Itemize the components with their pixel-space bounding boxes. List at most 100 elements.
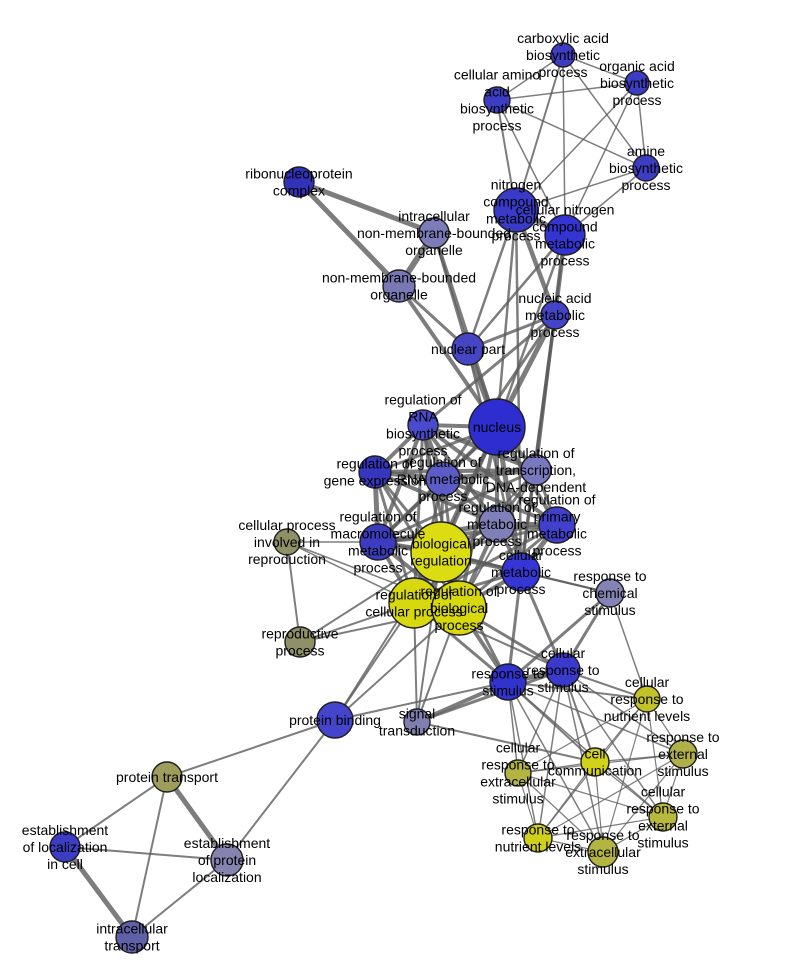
node-label-regulation-of-primary-metabolic-process: regulation of primary metabolic process bbox=[518, 492, 595, 559]
node-label-regulation-of-metabolic-process: regulation of metabolic process bbox=[458, 499, 535, 549]
edge-cellular-response-to-extracellular-stimulus--response-to-extracellular-stimulus bbox=[517, 772, 604, 853]
node-response-to-stimulus[interactable] bbox=[489, 663, 527, 701]
edge-nitrogen-compound-metabolic-process--nuclear-part bbox=[466, 208, 518, 351]
edge-cellular-response-to-stimulus--cellular-response-to-extracellular-stimulus bbox=[517, 669, 564, 774]
edge-nucleic-acid-metabolic-process--regulation-of-transcription-dna-dependent bbox=[534, 313, 557, 472]
node-cell-communication[interactable] bbox=[580, 747, 610, 777]
edge-cellular-response-to-external-stimulus--response-to-nutrient-levels bbox=[537, 816, 664, 839]
node-label-cellular-response-to-nutrient-levels: cellular response to nutrient levels bbox=[604, 674, 690, 724]
node-regulation-of-metabolic-process[interactable] bbox=[478, 505, 516, 543]
node-response-to-external-stimulus[interactable] bbox=[668, 739, 698, 769]
node-regulation-of-gene-expression[interactable] bbox=[358, 455, 392, 489]
node-label-amine-biosynthetic-process: amine biosynthetic process bbox=[609, 143, 683, 193]
node-label-organic-acid-biosynthetic-process: organic acid biosynthetic process bbox=[599, 58, 675, 108]
node-carboxylic-acid-biosynthetic-process[interactable] bbox=[550, 42, 576, 68]
node-protein-binding[interactable] bbox=[316, 701, 354, 739]
node-cellular-response-to-stimulus[interactable] bbox=[545, 652, 581, 688]
edge-cellular-nitrogen-compound-metabolic-process--nuclear-part bbox=[466, 233, 567, 351]
edge-regulation-of-gene-expression--regulation-of-metabolic-process bbox=[373, 470, 499, 526]
node-label-cell-communication: cell communication bbox=[548, 746, 642, 779]
node-label-nuclear-part: nuclear part bbox=[431, 341, 505, 357]
node-label-response-to-external-stimulus: response to external stimulus bbox=[646, 729, 719, 779]
edge-organic-acid-biosynthetic-process--cellular-nitrogen-compound-metabolic-process bbox=[564, 82, 638, 236]
node-label-non-membrane-bounded-organelle: non-membrane-bounded organelle bbox=[322, 270, 476, 303]
node-nuclear-part[interactable] bbox=[451, 332, 485, 366]
edge-regulation-of-primary-metabolic-process--regulation-of-macromolecule-metabolic-process bbox=[376, 523, 559, 544]
node-nucleus[interactable] bbox=[468, 398, 526, 456]
edge-response-to-external-stimulus--response-to-extracellular-stimulus bbox=[602, 753, 684, 853]
edge-cellular-response-to-nutrient-levels--cellular-response-to-external-stimulus bbox=[646, 698, 664, 818]
edge-organic-acid-biosynthetic-process--nitrogen-compound-metabolic-process bbox=[515, 82, 638, 211]
edge-establishment-of-protein-localization--protein-binding bbox=[226, 719, 336, 861]
edge-carboxylic-acid-biosynthetic-process--nitrogen-compound-metabolic-process bbox=[515, 54, 564, 211]
edge-carboxylic-acid-biosynthetic-process--amine-biosynthetic-process bbox=[562, 54, 647, 169]
edge-response-to-stimulus--response-to-extracellular-stimulus bbox=[507, 681, 604, 853]
node-intracellular-transport[interactable] bbox=[115, 920, 149, 954]
edge-cellular-response-to-nutrient-levels--cellular-response-to-extracellular-stimulus bbox=[517, 698, 648, 774]
node-cellular-nitrogen-compound-metabolic-process[interactable] bbox=[544, 214, 586, 256]
nodes-layer bbox=[49, 42, 698, 954]
edge-cellular-response-to-stimulus--cellular-response-to-external-stimulus bbox=[562, 669, 664, 818]
node-cellular-response-to-nutrient-levels[interactable] bbox=[633, 685, 661, 713]
node-regulation-of-rna-biosynthetic-process[interactable] bbox=[407, 409, 439, 441]
node-response-to-chemical-stimulus[interactable] bbox=[595, 578, 625, 608]
node-signal-transduction[interactable] bbox=[403, 708, 431, 736]
edge-protein-transport--intracellular-transport bbox=[131, 776, 168, 938]
node-label-nucleic-acid-metabolic-process: nucleic acid metabolic process bbox=[518, 290, 591, 340]
node-intracellular-non-membrane-bounded-organelle[interactable] bbox=[418, 217, 450, 249]
node-label-nitrogen-compound-metabolic-process: nitrogen compound metabolic process bbox=[483, 177, 548, 244]
node-regulation-of-transcription-dna-dependent[interactable] bbox=[520, 454, 552, 486]
node-amine-biosynthetic-process[interactable] bbox=[632, 154, 660, 182]
node-nitrogen-compound-metabolic-process[interactable] bbox=[493, 187, 539, 233]
node-response-to-extracellular-stimulus[interactable] bbox=[587, 836, 619, 868]
node-label-regulation-of-transcription-dna-dependent: regulation of transcription, DNA-dependent bbox=[486, 445, 587, 495]
node-label-signal-transduction: signal transduction bbox=[379, 706, 455, 739]
node-establishment-of-protein-localization[interactable] bbox=[210, 843, 244, 877]
node-label-ribonucleoprotein-complex: ribonucleoprotein complex bbox=[245, 166, 352, 199]
node-label-regulation-of-cellular-process: regulation of cellular process bbox=[365, 587, 462, 620]
edge-establishment-of-localization-in-cell--intracellular-transport bbox=[62, 844, 135, 940]
node-cellular-amino-acid-biosynthetic-process[interactable] bbox=[483, 86, 511, 114]
edge-response-to-chemical-stimulus--response-to-stimulus bbox=[506, 591, 612, 684]
node-ribonucleoprotein-complex[interactable] bbox=[283, 166, 315, 198]
edge-cellular-nitrogen-compound-metabolic-process--nucleus bbox=[495, 233, 567, 429]
edge-cellular-response-to-extracellular-stimulus--cellular-response-to-external-stimulus bbox=[517, 772, 664, 818]
node-organic-acid-biosynthetic-process[interactable] bbox=[624, 70, 650, 96]
node-non-membrane-bounded-organelle[interactable] bbox=[382, 269, 416, 303]
edge-regulation-of-rna-metabolic-process--regulation-of-primary-metabolic-process bbox=[441, 477, 559, 527]
edge-protein-transport--establishment-of-protein-localization bbox=[164, 774, 230, 863]
edge-amine-biosynthetic-process--nitrogen-compound-metabolic-process bbox=[515, 167, 647, 211]
node-cellular-process-involved-in-reproduction[interactable] bbox=[273, 528, 301, 556]
node-cellular-response-to-extracellular-stimulus[interactable] bbox=[504, 759, 532, 787]
node-response-to-nutrient-levels[interactable] bbox=[523, 823, 553, 853]
node-nucleic-acid-metabolic-process[interactable] bbox=[540, 300, 570, 330]
node-label-response-to-chemical-stimulus: response to chemical stimulus bbox=[573, 568, 646, 618]
edge-cellular-response-to-stimulus--response-to-external-stimulus bbox=[562, 669, 684, 755]
node-cellular-response-to-external-stimulus[interactable] bbox=[648, 802, 678, 832]
node-label-cellular-amino-acid-biosynthetic-process: cellular amino acid biosynthetic process bbox=[454, 67, 541, 134]
node-regulation-of-primary-metabolic-process[interactable] bbox=[538, 506, 576, 544]
edge-cellular-response-to-nutrient-levels--response-to-extracellular-stimulus bbox=[602, 698, 648, 853]
edge-cell-communication--signal-transduction bbox=[416, 721, 596, 763]
node-label-carboxylic-acid-biosynthetic-process: carboxylic acid biosynthetic process bbox=[517, 30, 609, 80]
node-regulation-of-biological-process[interactable] bbox=[431, 580, 487, 636]
node-regulation-of-rna-metabolic-process[interactable] bbox=[425, 461, 461, 497]
node-regulation-of-macromolecule-metabolic-process[interactable] bbox=[359, 523, 397, 561]
node-label-protein-transport: protein transport bbox=[116, 769, 218, 785]
edge-cellular-response-to-stimulus--signal-transduction bbox=[415, 668, 565, 724]
node-protein-transport[interactable] bbox=[151, 761, 183, 793]
node-reproductive-process[interactable] bbox=[284, 626, 316, 658]
labels-layer: carboxylic acid biosynthetic processcellul… bbox=[22, 30, 720, 954]
node-label-cellular-response-to-external-stimulus: cellular response to external stimulus bbox=[626, 784, 699, 851]
edge-cell-communication--response-to-nutrient-levels bbox=[537, 761, 596, 839]
edge-organic-acid-biosynthetic-process--amine-biosynthetic-process bbox=[636, 82, 647, 169]
edge-ribonucleoprotein-complex--non-membrane-bounded-organelle bbox=[296, 179, 402, 289]
node-label-regulation-of-rna-metabolic-process: regulation of RNA metabolic process bbox=[397, 454, 490, 504]
node-label-cellular-response-to-extracellular-stimulus: cellular response to extracellular stimulus bbox=[480, 740, 556, 807]
node-cellular-metabolic-process[interactable] bbox=[501, 552, 541, 592]
edge-carboxylic-acid-biosynthetic-process--organic-acid-biosynthetic-process bbox=[562, 54, 638, 84]
node-establishment-of-localization-in-cell[interactable] bbox=[49, 831, 81, 863]
node-label-cellular-response-to-stimulus: cellular response to stimulus bbox=[526, 645, 599, 695]
node-biological-regulation[interactable] bbox=[410, 521, 472, 583]
